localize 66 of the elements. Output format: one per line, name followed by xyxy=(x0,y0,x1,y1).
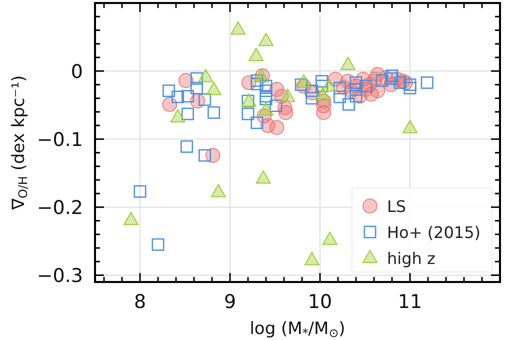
legend-label: LS xyxy=(387,197,406,216)
point xyxy=(384,72,398,85)
point xyxy=(360,80,372,92)
point xyxy=(152,238,164,251)
point xyxy=(258,102,274,116)
legend-label: Ho+ (2015) xyxy=(387,223,481,242)
point xyxy=(334,82,346,94)
point xyxy=(350,90,362,102)
point xyxy=(315,87,330,101)
point xyxy=(162,96,178,112)
point xyxy=(250,116,264,130)
point xyxy=(260,84,272,98)
point xyxy=(208,106,220,119)
point xyxy=(294,78,308,91)
point xyxy=(124,212,138,226)
point xyxy=(334,90,346,104)
point xyxy=(316,105,331,120)
x-tick-label: 10 xyxy=(308,291,332,313)
point xyxy=(190,82,203,94)
point xyxy=(260,92,272,106)
point xyxy=(242,108,254,120)
y-tick-label: −0.2 xyxy=(36,197,83,220)
x-tick-label: 8 xyxy=(134,291,146,313)
point xyxy=(256,170,271,184)
point xyxy=(178,73,194,88)
point xyxy=(404,78,416,91)
point xyxy=(250,74,264,87)
x-tick-label: 9 xyxy=(224,291,236,313)
point xyxy=(316,75,328,88)
point xyxy=(386,70,398,82)
point xyxy=(181,90,194,102)
point xyxy=(404,82,416,94)
y-tick-label: 0 xyxy=(70,61,83,84)
point xyxy=(190,72,203,85)
point xyxy=(402,120,418,134)
point xyxy=(342,98,356,111)
x-tick-label: 11 xyxy=(398,291,422,313)
point xyxy=(134,185,146,198)
point xyxy=(260,80,272,92)
point xyxy=(394,76,406,89)
point xyxy=(306,92,318,105)
point xyxy=(210,184,226,198)
point xyxy=(420,76,434,89)
point xyxy=(304,252,320,266)
point xyxy=(180,140,194,153)
point xyxy=(198,93,212,106)
point xyxy=(170,109,186,122)
point xyxy=(350,83,362,96)
point xyxy=(198,149,212,162)
point xyxy=(172,90,184,104)
point xyxy=(162,84,176,98)
point xyxy=(306,84,318,98)
point xyxy=(250,78,264,90)
point xyxy=(269,120,284,135)
point xyxy=(322,232,338,245)
point xyxy=(270,100,282,112)
point xyxy=(278,105,294,120)
point xyxy=(350,76,362,89)
point xyxy=(316,80,328,92)
point xyxy=(376,74,388,87)
y-tick-label: −0.3 xyxy=(36,265,83,288)
legend-label: high z xyxy=(387,249,436,268)
point xyxy=(181,108,194,120)
point xyxy=(322,78,336,92)
y-tick-label: −0.1 xyxy=(36,129,83,152)
x-axis-title: log (M$_{*}$/M$_{⊙}$) xyxy=(250,319,346,340)
